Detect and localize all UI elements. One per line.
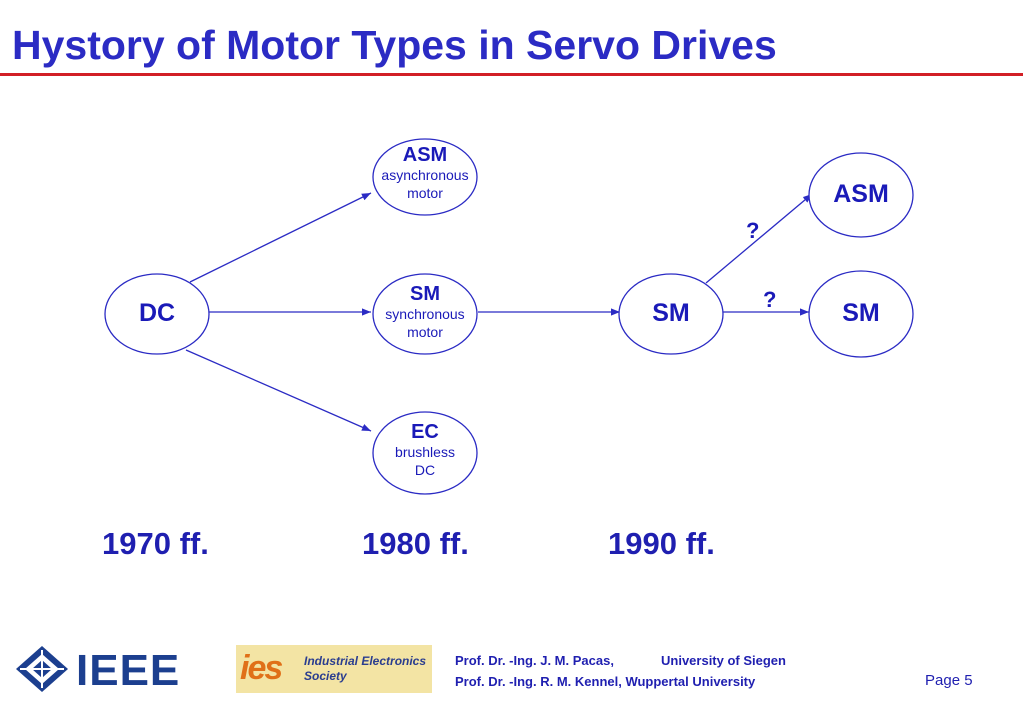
node-ec-line1: brushless bbox=[395, 444, 455, 460]
arrow-dc-to-ec bbox=[185, 349, 372, 432]
node-sm-line2: motor bbox=[407, 324, 443, 340]
node-asm: ASM asynchronous motor bbox=[373, 144, 477, 202]
node-sm-line1: synchronous bbox=[385, 306, 465, 322]
node-sm-label: SM bbox=[410, 283, 440, 305]
arrow-dc-to-asm bbox=[189, 192, 372, 283]
ies-logo-line2: Society bbox=[304, 669, 347, 683]
footer-author-2: Prof. Dr. -Ing. R. M. Kennel, Wuppertal … bbox=[455, 674, 756, 689]
node-ec-label: EC bbox=[411, 421, 439, 443]
ies-logo-line1: Industrial Electronics bbox=[304, 654, 427, 668]
page-number: Page 5 bbox=[925, 672, 973, 689]
title-underline bbox=[0, 73, 1023, 76]
node-sm: SM synchronous motor bbox=[373, 283, 477, 341]
ieee-logo-text: IEEE bbox=[76, 646, 181, 695]
node-sm-1990-ellipse bbox=[618, 273, 724, 355]
node-asm-future-label: ASM bbox=[833, 180, 889, 208]
question-mark-upper: ? bbox=[746, 218, 760, 243]
node-sm-ellipse bbox=[372, 273, 478, 355]
footer-affiliation-1: University of Siegen bbox=[661, 653, 786, 668]
node-ec: EC brushless DC bbox=[373, 421, 477, 479]
year-label-1970: 1970 ff. bbox=[102, 526, 209, 561]
ieee-logo: IEEE bbox=[14, 644, 204, 695]
node-asm-line1: asynchronous bbox=[381, 167, 469, 183]
year-label-1980: 1980 ff. bbox=[362, 526, 469, 561]
node-dc-label: DC bbox=[138, 299, 176, 327]
page-title: Hystory of Motor Types in Servo Drives bbox=[12, 22, 777, 68]
node-asm-label: ASM bbox=[402, 144, 448, 166]
ies-logo: ies Industrial Electronics Society bbox=[236, 645, 432, 693]
node-ec-line2: DC bbox=[414, 462, 436, 478]
ieee-diamond-icon bbox=[16, 646, 68, 692]
node-sm-1990-label: SM bbox=[652, 299, 690, 327]
node-asm-line2: motor bbox=[407, 185, 443, 201]
node-ec-ellipse bbox=[372, 411, 478, 495]
footer-author-1: Prof. Dr. -Ing. J. M. Pacas, bbox=[455, 653, 614, 668]
ies-logo-mark: ies bbox=[240, 649, 283, 687]
node-sm-future-ellipse bbox=[808, 270, 914, 358]
year-label-1990: 1990 ff. bbox=[608, 526, 715, 561]
question-mark-lower: ? bbox=[763, 287, 777, 312]
node-asm-future-ellipse bbox=[808, 152, 914, 238]
node-sm-future-label: SM bbox=[842, 299, 880, 327]
node-dc-ellipse bbox=[104, 273, 210, 355]
node-asm-ellipse bbox=[372, 138, 478, 216]
ies-logo-text: Industrial Electronics Society bbox=[304, 654, 426, 684]
arrow-sm-to-asm-future bbox=[705, 193, 813, 284]
